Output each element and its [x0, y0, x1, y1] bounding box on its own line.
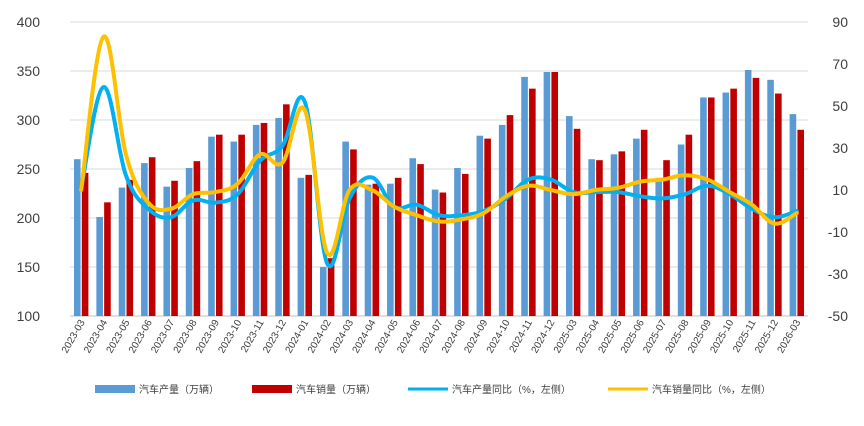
right-tick-label: 30: [832, 140, 848, 156]
bar-series: [73, 70, 805, 317]
production-bar: [655, 177, 663, 316]
production-yoy-line: [79, 85, 799, 269]
left-tick-label: 200: [17, 210, 41, 226]
production-bar: [342, 141, 349, 316]
production-bar: [297, 177, 305, 316]
sales-bar: [618, 151, 626, 316]
legend-sales-yoy-label: 汽车销量同比（%，左侧）: [652, 383, 771, 396]
production-bar: [96, 217, 103, 316]
sales-bar: [372, 183, 380, 316]
sales-bar: [461, 173, 469, 316]
production-bar: [677, 144, 685, 316]
production-bar: [521, 76, 528, 316]
sales-bar: [350, 149, 357, 316]
sales-bar: [707, 97, 715, 317]
sales-yoy-line: [79, 34, 799, 258]
production-bar: [141, 163, 148, 316]
right-axis: -50 -30 -10 10 30 50 70 90: [828, 14, 848, 324]
production-bar: [409, 158, 417, 316]
sales-bar: [283, 104, 290, 316]
production-bar: [722, 92, 730, 316]
gridlines: [70, 21, 808, 317]
production-bar: [543, 71, 551, 316]
right-tick-label: 50: [832, 98, 848, 114]
sales-bar: [215, 134, 223, 316]
production-bar: [319, 267, 327, 316]
sales-bar: [529, 88, 536, 316]
left-tick-label: 400: [17, 14, 41, 30]
production-bar: [588, 159, 595, 316]
sales-bar: [640, 129, 648, 316]
sales-bar: [685, 134, 693, 316]
sales-bar: [663, 160, 670, 316]
right-tick-label: -30: [828, 266, 848, 282]
right-tick-label: -10: [828, 224, 848, 240]
sales-bar: [797, 129, 805, 316]
sales-bar: [260, 122, 268, 316]
legend-production-label: 汽车产量（万辆）: [139, 383, 219, 396]
left-tick-label: 250: [17, 161, 41, 177]
production-bar: [610, 154, 618, 316]
production-bar: [230, 141, 238, 316]
production-bar: [163, 186, 171, 316]
production-bar: [633, 138, 640, 316]
sales-bar: [394, 177, 402, 316]
sales-bar: [417, 164, 424, 316]
line-series: [79, 34, 799, 269]
right-tick-label: 70: [832, 56, 848, 72]
left-tick-label: 150: [17, 259, 41, 275]
production-bar: [387, 183, 394, 316]
sales-bar: [775, 93, 782, 316]
production-bar: [700, 97, 707, 317]
production-bar: [185, 168, 193, 316]
legend-sales-label: 汽车销量（万辆）: [296, 383, 376, 396]
left-axis: 100 150 200 250 300 350 400: [17, 14, 41, 324]
production-bar: [118, 187, 126, 316]
legend-production-yoy-label: 汽车产量同比（%，左侧）: [452, 383, 571, 396]
production-bar: [431, 189, 439, 316]
production-bar: [744, 70, 752, 317]
sales-bar: [506, 115, 514, 316]
right-tick-label: -50: [828, 308, 848, 324]
production-bar: [73, 159, 81, 316]
sales-bar: [81, 172, 89, 316]
production-bar: [767, 79, 774, 316]
sales-bar: [104, 202, 111, 316]
production-bar: [565, 116, 573, 316]
sales-bar: [730, 88, 737, 316]
sales-bar: [148, 157, 156, 316]
production-bar: [252, 124, 260, 317]
right-tick-label: 90: [832, 14, 848, 30]
production-bar: [364, 184, 372, 316]
production-bar: [476, 135, 484, 316]
sales-bar: [596, 160, 603, 316]
sales-bar: [573, 128, 581, 316]
sales-bar: [171, 180, 178, 316]
legend: 汽车产量（万辆） 汽车销量（万辆） 汽车产量同比（%，左侧） 汽车销量同比（%，左侧）: [95, 383, 771, 396]
sales-bar: [327, 258, 335, 316]
production-bar: [454, 168, 461, 316]
sales-bar: [305, 174, 313, 316]
sales-bar: [238, 134, 245, 316]
sales-bar: [484, 138, 491, 316]
x-axis: 2023-032023-042023-052023-062023-072023-…: [60, 318, 804, 356]
right-tick-label: 10: [832, 182, 848, 198]
production-bar: [498, 124, 506, 317]
legend-production-swatch: [95, 385, 135, 393]
legend-sales-swatch: [252, 385, 292, 393]
left-tick-label: 300: [17, 112, 41, 128]
production-bar: [208, 136, 215, 316]
sales-bar: [193, 161, 201, 316]
sales-bar: [551, 71, 559, 316]
production-bar: [275, 118, 282, 316]
sales-bar: [126, 179, 134, 316]
sales-bar: [752, 77, 760, 316]
left-tick-label: 350: [17, 63, 41, 79]
sales-bar: [439, 192, 447, 316]
left-tick-label: 100: [17, 308, 41, 324]
